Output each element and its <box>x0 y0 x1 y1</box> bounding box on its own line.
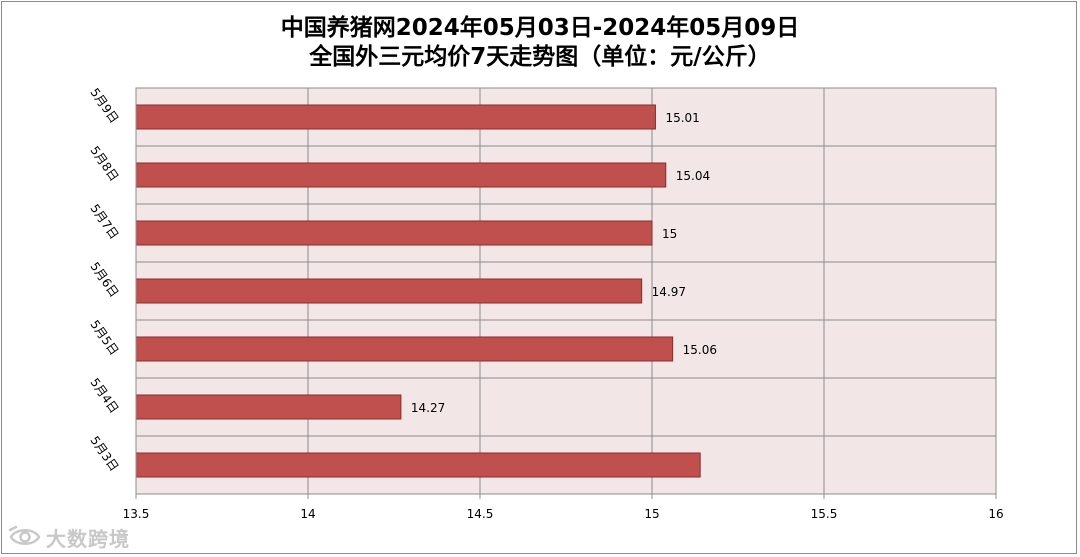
data-label: 14.97 <box>652 285 686 299</box>
data-label: 15.06 <box>683 343 717 357</box>
x-tick-label: 15.5 <box>811 507 838 521</box>
data-label: 15.04 <box>676 169 710 183</box>
eye-logo-icon <box>8 525 41 545</box>
y-tick-label: 5月4日 <box>87 376 121 416</box>
chart-title-block: 中国养猪网2024年05月03日-2024年05月09日 全国外三元均价7天走势… <box>0 14 1080 72</box>
watermark: 大数跨境 <box>8 522 130 552</box>
bar <box>135 336 674 362</box>
chart-title: 中国养猪网2024年05月03日-2024年05月09日 <box>280 15 800 41</box>
chart-subtitle: 全国外三元均价7天走势图（单位：元/公斤） <box>309 44 771 70</box>
data-label: 15 <box>662 227 677 241</box>
bar <box>135 452 701 478</box>
x-tick-label: 16 <box>988 507 1003 521</box>
data-label: 14.27 <box>411 401 445 415</box>
y-tick-label: 5月3日 <box>87 434 121 474</box>
y-tick-label: 5月8日 <box>87 144 121 184</box>
y-tick-label: 5月5日 <box>87 318 121 358</box>
y-tick-label: 5月6日 <box>87 260 121 300</box>
x-tick-label: 14.5 <box>467 507 494 521</box>
bar <box>135 278 643 304</box>
x-tick-label: 15 <box>644 507 659 521</box>
x-tick-label: 14 <box>300 507 315 521</box>
y-tick-label: 5月9日 <box>87 86 121 126</box>
x-tick-label: 13.5 <box>123 507 150 521</box>
bar <box>135 104 656 130</box>
bar <box>135 220 653 246</box>
data-label: 15.01 <box>665 111 699 125</box>
y-tick-label: 5月7日 <box>87 202 121 242</box>
bar <box>135 394 402 420</box>
plot-border <box>135 87 997 495</box>
bar <box>135 162 667 188</box>
watermark-text: 大数跨境 <box>46 526 130 551</box>
